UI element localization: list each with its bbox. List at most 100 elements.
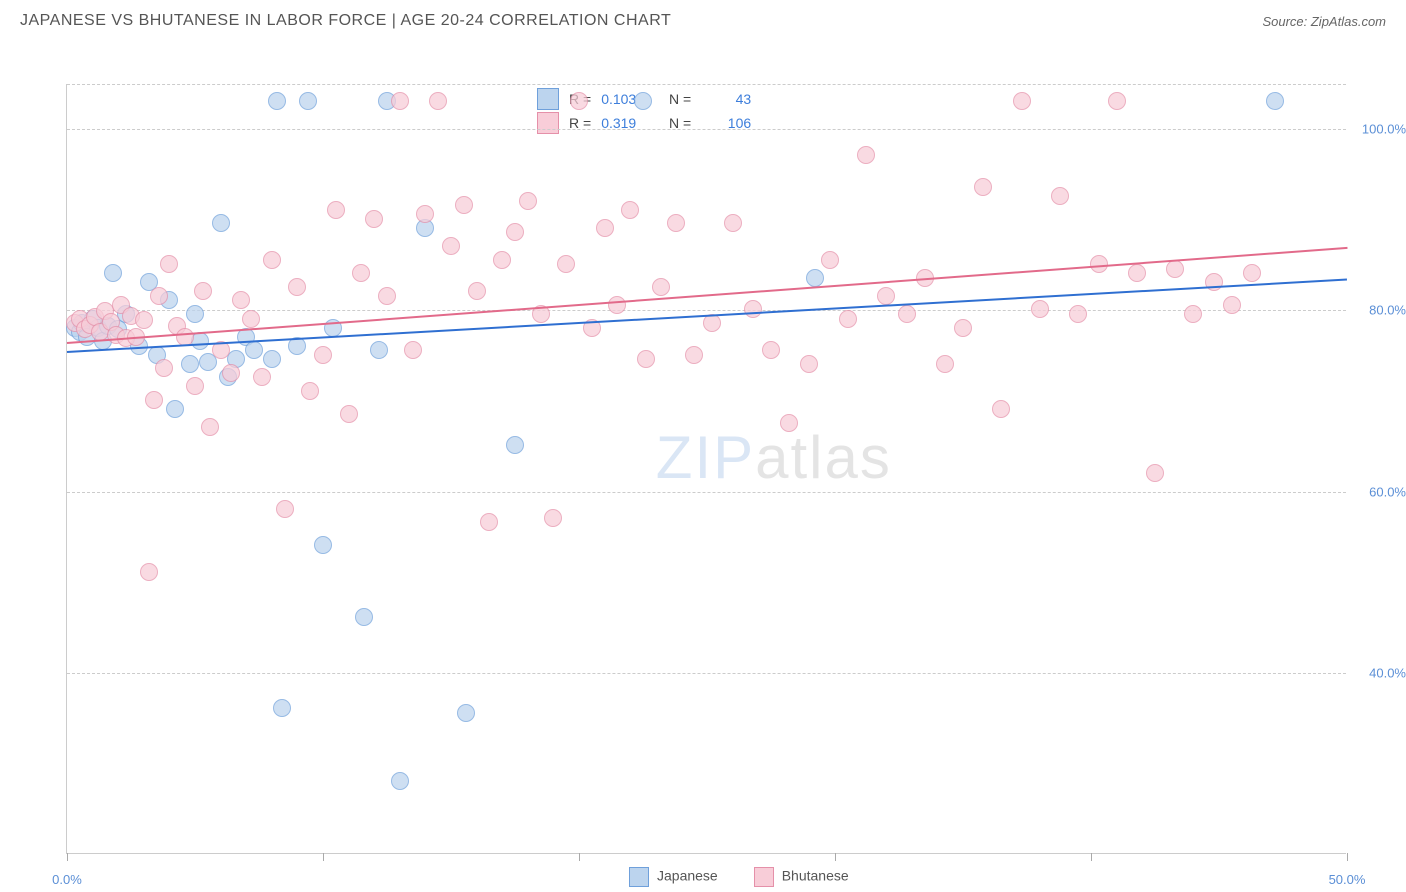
header: JAPANESE VS BHUTANESE IN LABOR FORCE | A…: [0, 0, 1406, 38]
data-point: [201, 418, 219, 436]
x-tick: [1091, 853, 1092, 861]
gridline: [67, 673, 1346, 674]
source-label: Source: ZipAtlas.com: [1262, 14, 1386, 29]
data-point: [744, 300, 762, 318]
data-point: [404, 341, 422, 359]
data-point: [140, 563, 158, 581]
legend-swatch: [754, 867, 774, 887]
data-point: [222, 364, 240, 382]
y-tick-label: 80.0%: [1369, 303, 1406, 318]
data-point: [301, 382, 319, 400]
legend-swatch: [537, 112, 559, 134]
data-point: [724, 214, 742, 232]
legend-swatch: [629, 867, 649, 887]
data-point: [352, 264, 370, 282]
data-point: [378, 287, 396, 305]
watermark-zip: ZIP: [656, 424, 755, 491]
data-point: [457, 704, 475, 722]
watermark: ZIPatlas: [656, 423, 892, 492]
data-point: [1205, 273, 1223, 291]
data-point: [1108, 92, 1126, 110]
legend-n-value: 43: [701, 91, 751, 107]
data-point: [212, 214, 230, 232]
data-point: [263, 350, 281, 368]
data-point: [634, 92, 652, 110]
data-point: [191, 332, 209, 350]
gridline: [67, 129, 1346, 130]
y-tick-label: 60.0%: [1369, 484, 1406, 499]
legend-n-label: N =: [661, 91, 691, 107]
x-tick: [1347, 853, 1348, 861]
x-tick: [323, 853, 324, 861]
data-point: [1166, 260, 1184, 278]
data-point: [877, 287, 895, 305]
data-point: [181, 355, 199, 373]
data-point: [104, 264, 122, 282]
data-point: [391, 772, 409, 790]
scatter-plot: ZIPatlas R =0.103 N =43R =0.319 N =106 J…: [66, 84, 1346, 854]
data-point: [429, 92, 447, 110]
data-point: [370, 341, 388, 359]
data-point: [391, 92, 409, 110]
data-point: [455, 196, 473, 214]
data-point: [416, 205, 434, 223]
x-tick-label: 50.0%: [1329, 872, 1366, 887]
data-point: [268, 92, 286, 110]
x-tick: [67, 853, 68, 861]
legend-row: R =0.319 N =106: [537, 112, 751, 134]
data-point: [570, 92, 588, 110]
data-point: [135, 311, 153, 329]
data-point: [232, 291, 250, 309]
data-point: [314, 346, 332, 364]
data-point: [637, 350, 655, 368]
data-point: [253, 368, 271, 386]
data-point: [839, 310, 857, 328]
data-point: [355, 608, 373, 626]
data-point: [468, 282, 486, 300]
data-point: [166, 400, 184, 418]
data-point: [186, 305, 204, 323]
chart-title: JAPANESE VS BHUTANESE IN LABOR FORCE | A…: [20, 12, 671, 30]
data-point: [263, 251, 281, 269]
data-point: [194, 282, 212, 300]
data-point: [340, 405, 358, 423]
data-point: [1184, 305, 1202, 323]
data-point: [1051, 187, 1069, 205]
data-point: [544, 509, 562, 527]
data-point: [857, 146, 875, 164]
data-point: [685, 346, 703, 364]
data-point: [1069, 305, 1087, 323]
data-point: [974, 178, 992, 196]
data-point: [145, 391, 163, 409]
gridline: [67, 492, 1346, 493]
gridline: [67, 84, 1346, 85]
data-point: [299, 92, 317, 110]
data-point: [150, 287, 168, 305]
data-point: [992, 400, 1010, 418]
data-point: [936, 355, 954, 373]
data-point: [1146, 464, 1164, 482]
x-tick-label: 0.0%: [52, 872, 82, 887]
data-point: [1243, 264, 1261, 282]
data-point: [898, 305, 916, 323]
series-legend: Japanese Bhutanese: [629, 867, 849, 887]
legend-item: Bhutanese: [754, 867, 849, 887]
data-point: [273, 699, 291, 717]
data-point: [242, 310, 260, 328]
data-point: [621, 201, 639, 219]
data-point: [245, 341, 263, 359]
x-tick: [579, 853, 580, 861]
data-point: [821, 251, 839, 269]
data-point: [442, 237, 460, 255]
data-point: [608, 296, 626, 314]
data-point: [155, 359, 173, 377]
data-point: [1013, 92, 1031, 110]
legend-series-name: Bhutanese: [782, 868, 849, 884]
legend-series-name: Japanese: [657, 868, 718, 884]
data-point: [1128, 264, 1146, 282]
data-point: [365, 210, 383, 228]
data-point: [800, 355, 818, 373]
data-point: [762, 341, 780, 359]
data-point: [667, 214, 685, 232]
data-point: [506, 223, 524, 241]
